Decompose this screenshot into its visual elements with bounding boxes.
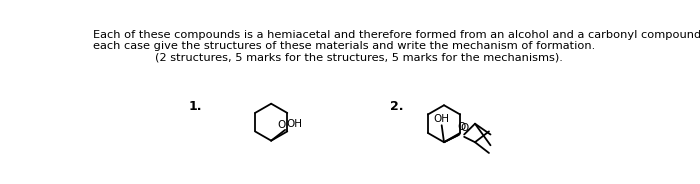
- Text: 1.: 1.: [188, 100, 202, 113]
- Text: OH: OH: [286, 119, 302, 129]
- Text: 2.: 2.: [390, 100, 403, 113]
- Text: OH: OH: [433, 114, 449, 124]
- Text: O: O: [457, 122, 466, 132]
- Text: Each of these compounds is a hemiacetal and therefore formed from an alcohol and: Each of these compounds is a hemiacetal …: [93, 30, 700, 40]
- Text: each case give the structures of these materials and write the mechanism of form: each case give the structures of these m…: [93, 40, 595, 51]
- Text: (2 structures, 5 marks for the structures, 5 marks for the mechanisms).: (2 structures, 5 marks for the structure…: [155, 53, 563, 63]
- Text: O: O: [461, 123, 468, 133]
- Text: O: O: [277, 120, 286, 130]
